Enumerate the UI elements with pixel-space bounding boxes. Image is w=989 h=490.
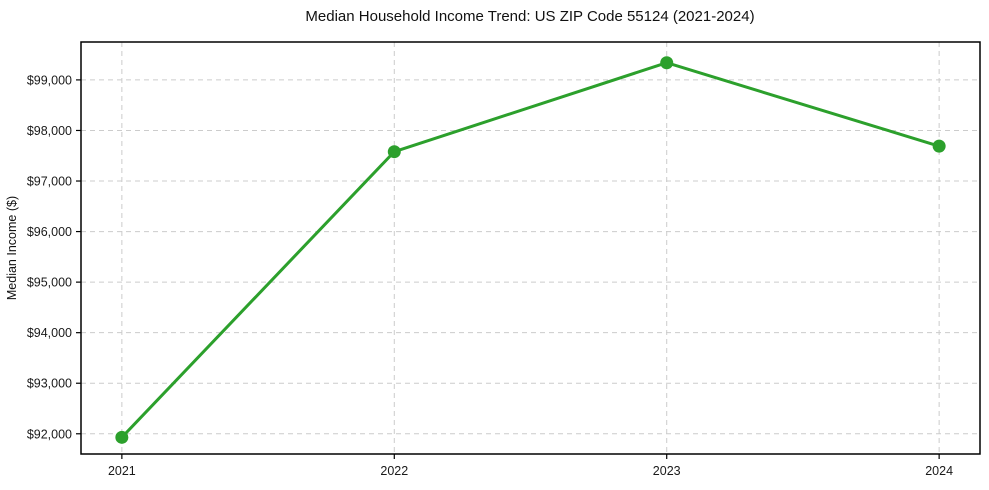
y-tick-label: $97,000	[27, 175, 72, 189]
y-tick-label: $92,000	[27, 427, 72, 441]
data-point-2022	[387, 145, 401, 159]
data-point-2021	[115, 430, 129, 444]
plot-border	[80, 41, 981, 455]
y-tick-label: $95,000	[27, 276, 72, 290]
y-axis-label: Median Income ($)	[5, 196, 19, 300]
x-tick-label: 2022	[380, 464, 408, 478]
y-tick-label: $99,000	[27, 73, 72, 87]
chart-title: Median Household Income Trend: US ZIP Co…	[305, 8, 754, 25]
y-tick-label: $98,000	[27, 124, 72, 138]
data-point-2024	[932, 139, 946, 153]
trend-line	[120, 61, 941, 439]
data-point-2023	[660, 56, 674, 70]
x-tick-label: 2024	[925, 464, 953, 478]
x-tick-label: 2023	[653, 464, 681, 478]
y-tick-label: $93,000	[27, 377, 72, 391]
y-tick-label: $96,000	[27, 225, 72, 239]
x-tick-label: 2021	[108, 464, 136, 478]
y-tick-label: $94,000	[27, 326, 72, 340]
